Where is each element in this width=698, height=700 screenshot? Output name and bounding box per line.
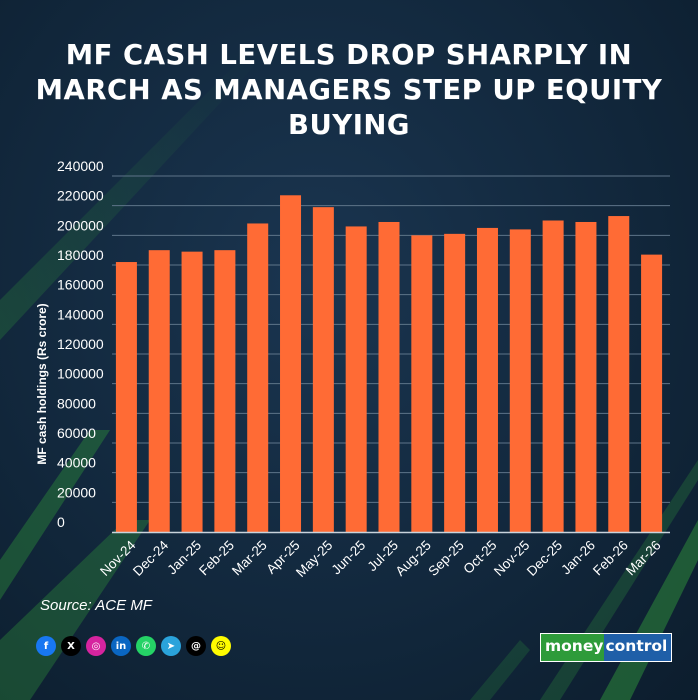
x-tick-label: Jan-26 <box>558 538 598 578</box>
bar-nov-24 <box>115 262 137 532</box>
snapchat-icon[interactable]: ☺ <box>211 636 231 656</box>
threads-icon[interactable]: @ <box>186 636 206 656</box>
logo-part-money: money <box>541 634 605 661</box>
y-tick-label: 240000 <box>57 158 104 174</box>
y-tick-label: 140000 <box>57 306 104 322</box>
y-tick-label: 0 <box>57 514 65 530</box>
y-tick-label: 20000 <box>57 484 96 500</box>
y-axis-ticks: 0 20000 40000 60000 80000 100000 120000 140000 1… <box>57 158 104 530</box>
x-tick-label: Nov-25 <box>491 538 532 579</box>
bar-feb-26 <box>608 216 630 533</box>
chart-title: MF CASH LEVELS DROP SHARPLY IN MARCH AS … <box>35 39 663 141</box>
bar-mar-26 <box>641 254 663 532</box>
y-axis-label: MF cash holdings (Rs crore) <box>35 303 49 464</box>
x-tick-label: Mar-25 <box>229 538 270 579</box>
bar-dec-24 <box>148 250 170 532</box>
x-tick-label: Sep-25 <box>425 538 466 579</box>
telegram-icon[interactable]: ➤ <box>161 636 181 656</box>
bar-aug-25 <box>411 235 433 533</box>
bar-jan-25 <box>181 251 203 532</box>
facebook-icon[interactable]: f <box>36 636 56 656</box>
x-tick-label: Dec-24 <box>130 537 172 579</box>
y-tick-label: 80000 <box>57 395 96 411</box>
logo-part-control: control <box>604 634 672 661</box>
bar-dec-25 <box>542 220 564 532</box>
x-tick-label: Jun-25 <box>329 538 369 578</box>
y-tick-label: 160000 <box>57 277 104 293</box>
bar-nov-25 <box>509 229 531 532</box>
y-tick-label: 220000 <box>57 188 104 204</box>
bars <box>115 195 663 533</box>
bar-jul-25 <box>378 221 400 532</box>
x-axis-ticks: Nov-24Dec-24Jan-25Feb-25Mar-25Apr-25May-… <box>97 537 664 580</box>
social-icons: f X ◎ in ✆ ➤ @ ☺ <box>36 636 231 656</box>
bar-jan-26 <box>575 221 597 532</box>
y-tick-label: 60000 <box>57 425 96 441</box>
y-tick-label: 200000 <box>57 217 104 233</box>
bar-feb-25 <box>214 250 236 532</box>
y-tick-label: 180000 <box>57 247 104 263</box>
x-tick-label: Jan-25 <box>164 538 204 578</box>
bar-apr-25 <box>280 195 302 533</box>
bar-may-25 <box>312 207 334 532</box>
x-tick-label: Aug-25 <box>393 538 434 579</box>
y-tick-label: 100000 <box>57 366 104 382</box>
x-tick-label: May-25 <box>293 538 335 580</box>
y-tick-label: 40000 <box>57 455 96 471</box>
x-tick-label: Feb-25 <box>196 538 237 579</box>
bar-jun-25 <box>345 226 367 532</box>
bar-mar-25 <box>247 223 269 532</box>
whatsapp-icon[interactable]: ✆ <box>136 636 156 656</box>
moneycontrol-logo: money control <box>540 633 673 662</box>
bar-oct-25 <box>476 227 498 532</box>
source-note: Source: ACE MF <box>40 597 152 614</box>
y-tick-label: 120000 <box>57 336 104 352</box>
x-tick-label: Mar-26 <box>623 538 664 579</box>
x-tick-label: Dec-25 <box>524 538 565 579</box>
instagram-icon[interactable]: ◎ <box>86 636 106 656</box>
bar-sep-25 <box>444 233 466 532</box>
x-tick-label: Feb-26 <box>590 538 631 579</box>
x-icon[interactable]: X <box>61 636 81 656</box>
linkedin-icon[interactable]: in <box>111 636 131 656</box>
x-tick-label: Nov-24 <box>97 537 139 579</box>
